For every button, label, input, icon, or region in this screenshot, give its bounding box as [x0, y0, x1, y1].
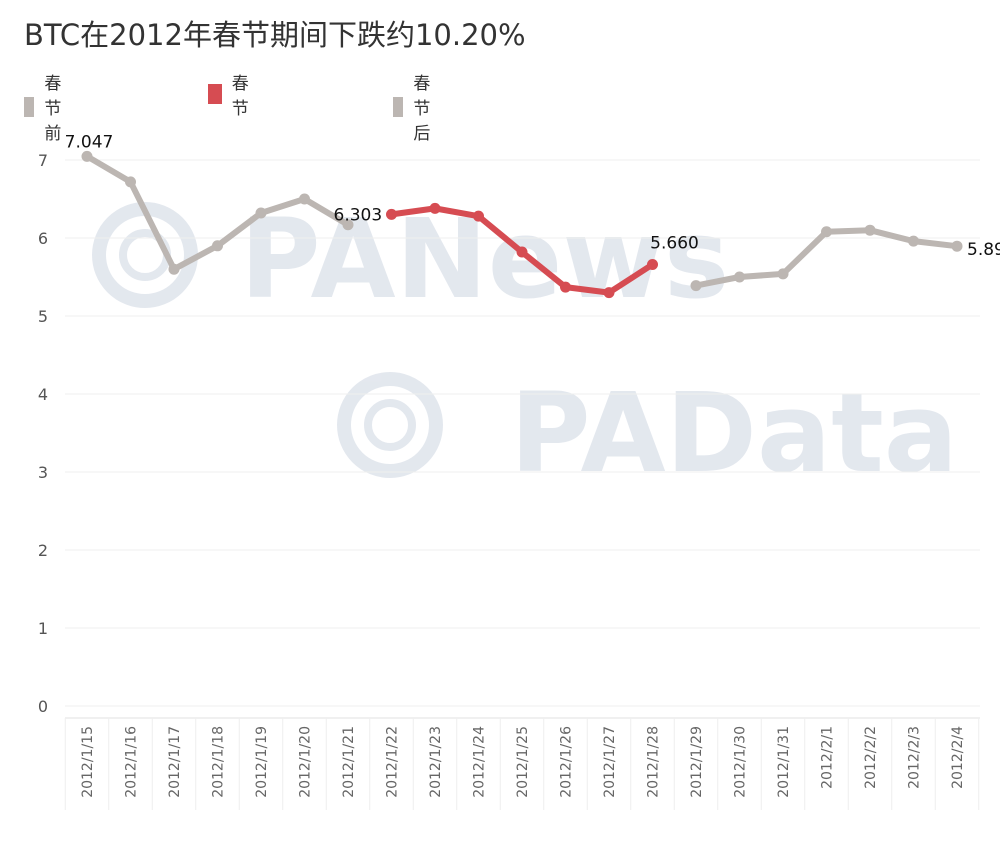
- series-2: [690, 224, 963, 292]
- legend-swatch-festival: [208, 84, 222, 104]
- chart-title: BTC在2012年春节期间下跌约10.20%: [24, 18, 526, 52]
- watermark-0: PANews: [92, 195, 729, 323]
- data-point[interactable]: [125, 176, 136, 188]
- data-label: 7.047: [65, 132, 114, 152]
- y-tick-label: 3: [38, 463, 48, 482]
- x-tick-label: 2012/2/4: [950, 726, 966, 789]
- x-tick-label: 2012/1/22: [385, 726, 401, 798]
- data-point[interactable]: [299, 193, 310, 205]
- data-point[interactable]: [821, 226, 832, 238]
- axis-layer: 0 1 2 3 4 5 6 7 2012/1/15 2012/1/16 2012/1/17 2012/…: [38, 151, 980, 810]
- y-tick-label: 6: [38, 229, 48, 248]
- label-layer: 7.047 6.303 5.660 5.895: [65, 132, 1000, 260]
- legend-item-festival[interactable]: 春节: [208, 69, 255, 119]
- data-point[interactable]: [864, 224, 876, 236]
- legend-item-pre-festival[interactable]: 春节前: [24, 69, 71, 144]
- x-tick-label: 2012/1/21: [341, 726, 357, 798]
- x-tick-label: 2012/1/16: [124, 726, 140, 798]
- data-point[interactable]: [777, 268, 789, 280]
- watermark-logo-icon: [92, 202, 198, 308]
- series-0: [81, 150, 354, 275]
- y-tick-label: 2: [38, 541, 48, 560]
- x-tick-label: 2012/1/18: [211, 726, 227, 798]
- legend-label-festival: 春节: [231, 74, 249, 119]
- x-tick-label: 2012/1/24: [472, 726, 488, 798]
- x-tick-label: 2012/2/3: [907, 726, 923, 789]
- y-tick-label: 4: [38, 385, 48, 404]
- x-tick-label: 2012/1/27: [602, 726, 618, 798]
- x-tick-label: 2012/1/26: [559, 726, 575, 798]
- y-tick-label: 1: [38, 619, 48, 638]
- data-point[interactable]: [516, 246, 528, 258]
- watermark-logo-icon: [337, 372, 443, 478]
- x-tick-label: 2012/1/19: [254, 726, 270, 798]
- legend-swatch-pre-festival: [24, 96, 35, 117]
- series-1: [386, 202, 658, 299]
- x-tick-label: 2012/1/31: [776, 726, 792, 798]
- data-point[interactable]: [908, 235, 919, 247]
- x-tick-label: 2012/2/2: [863, 726, 879, 789]
- data-point[interactable]: [81, 150, 93, 162]
- data-point[interactable]: [255, 207, 267, 219]
- data-point[interactable]: [560, 281, 571, 293]
- data-point[interactable]: [690, 280, 702, 292]
- data-label: 5.660: [650, 234, 699, 254]
- legend-label-post-festival: 春节后: [413, 74, 431, 144]
- series-layer: [81, 150, 963, 299]
- legend-swatch-post-festival: [393, 96, 404, 117]
- y-tick-label: 5: [38, 307, 48, 326]
- x-tick-label: 2012/1/29: [689, 726, 705, 798]
- watermark-layer: PANews PAData: [92, 195, 958, 497]
- data-label: 6.303: [334, 205, 383, 225]
- x-tick-label: 2012/1/28: [646, 726, 662, 798]
- watermark-text: PANews: [240, 195, 729, 323]
- data-point[interactable]: [168, 263, 180, 275]
- watermark-1: PAData: [337, 369, 958, 497]
- data-point[interactable]: [647, 259, 658, 271]
- data-point[interactable]: [951, 240, 963, 252]
- data-label: 5.895: [967, 240, 1000, 260]
- data-point[interactable]: [603, 287, 615, 299]
- legend-item-post-festival[interactable]: 春节后: [393, 69, 440, 144]
- x-tick-label: 2012/1/30: [733, 726, 749, 798]
- watermark-logo-ring-icon: [364, 399, 416, 451]
- legend-label-pre-festival: 春节前: [44, 74, 62, 144]
- x-tick-label: 2012/1/15: [80, 726, 96, 798]
- watermark-text: PAData: [510, 369, 958, 497]
- data-point[interactable]: [212, 240, 223, 252]
- x-tick-label: 2012/2/1: [820, 726, 836, 789]
- x-tick-label: 2012/1/17: [167, 726, 183, 798]
- data-point[interactable]: [473, 210, 484, 222]
- data-point[interactable]: [386, 208, 397, 220]
- y-tick-label: 0: [38, 697, 48, 716]
- x-tick-label: 2012/1/25: [515, 726, 531, 798]
- y-tick-label: 7: [38, 151, 48, 170]
- data-point[interactable]: [429, 202, 441, 214]
- x-tick-label: 2012/1/20: [298, 726, 314, 798]
- data-point[interactable]: [342, 219, 354, 231]
- x-tick-label: 2012/1/23: [428, 726, 444, 798]
- data-point[interactable]: [734, 271, 745, 283]
- grid-layer: [65, 159, 980, 707]
